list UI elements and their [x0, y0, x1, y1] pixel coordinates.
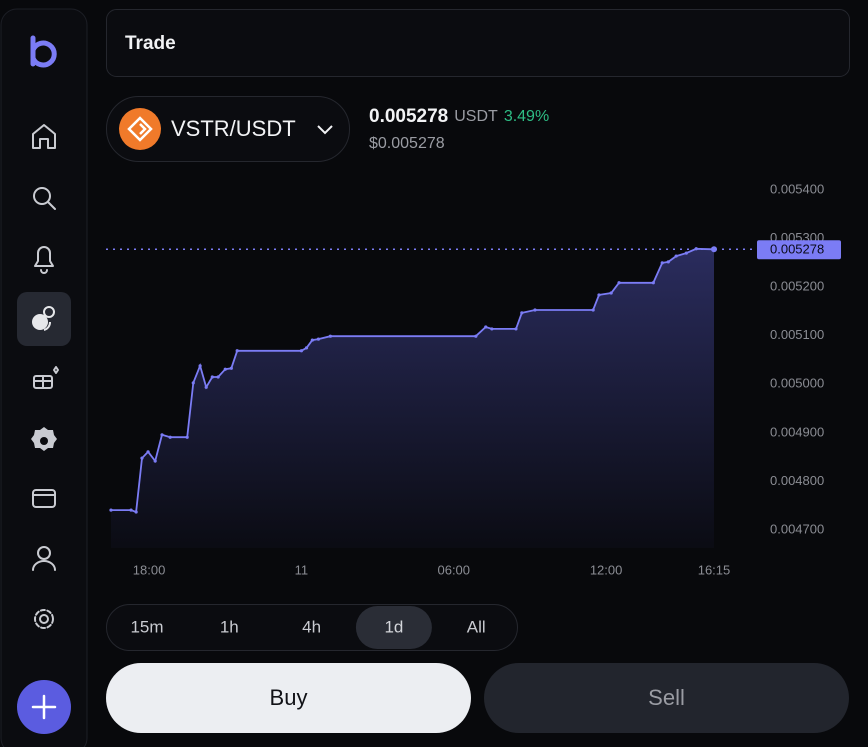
- usd-price: $0.005278: [369, 135, 445, 152]
- timeframe-button[interactable]: 4h: [302, 617, 321, 636]
- timeframe-button[interactable]: 15m: [130, 617, 163, 636]
- x-tick-label: 06:00: [437, 562, 470, 577]
- current-price-tag: [757, 240, 841, 260]
- point: [146, 450, 150, 454]
- buy-button[interactable]: [106, 663, 471, 733]
- point: [129, 508, 133, 512]
- user-icon[interactable]: [32, 546, 56, 571]
- point: [229, 366, 233, 370]
- timeframe-button[interactable]: All: [467, 617, 486, 636]
- point: [299, 349, 304, 353]
- search-icon[interactable]: [33, 187, 56, 210]
- point: [514, 327, 518, 331]
- x-tick-label: 11: [295, 562, 309, 577]
- point: [109, 508, 113, 512]
- swap-icon[interactable]: [32, 306, 55, 331]
- sell-label: Sell: [648, 685, 685, 710]
- point: [204, 385, 208, 389]
- point: [191, 381, 195, 385]
- point: [533, 308, 537, 312]
- point: [490, 327, 494, 331]
- quote: USDT: [454, 108, 498, 125]
- timeframe-button[interactable]: 1d: [384, 617, 403, 636]
- settings-icon[interactable]: [34, 609, 54, 629]
- price-chart: 0.004700 0.004800 0.004900 0.005000 0.005100…: [106, 181, 841, 577]
- token-icon: [119, 108, 161, 150]
- pair-name: VSTR/USDT: [171, 116, 296, 141]
- point: [160, 433, 164, 437]
- point: [235, 349, 239, 353]
- y-tick-label: 0.005400: [770, 181, 824, 196]
- point: [328, 334, 332, 338]
- point: [617, 281, 621, 285]
- add-icon: [31, 694, 57, 720]
- buy-label: Buy: [270, 685, 308, 710]
- point: [168, 435, 172, 439]
- bell-icon[interactable]: [34, 246, 54, 274]
- home-icon[interactable]: [32, 124, 56, 149]
- wallet-icon[interactable]: [32, 489, 56, 508]
- point: [666, 260, 670, 264]
- point: [609, 291, 613, 295]
- page-title: Trade: [125, 33, 176, 54]
- point: [474, 334, 478, 338]
- point: [591, 308, 595, 312]
- price: 0.005278: [369, 106, 448, 127]
- point: [185, 435, 189, 439]
- point: [674, 254, 678, 258]
- x-tick-label: 12:00: [590, 562, 623, 577]
- sell-button[interactable]: [484, 663, 849, 733]
- point: [597, 293, 601, 297]
- point: [651, 281, 655, 285]
- point: [484, 325, 488, 329]
- point: [711, 246, 717, 253]
- timeframe-buttons: 15m 1h 4h 1d All: [130, 606, 486, 649]
- price-line: 0.005278 USDT 3.49%: [369, 106, 549, 127]
- y-tick-label: 0.005200: [770, 279, 824, 294]
- current-price-label: 0.005278: [770, 242, 824, 257]
- token-glyph: [127, 116, 153, 142]
- timeframe-button[interactable]: 1h: [220, 617, 239, 636]
- gift-icon[interactable]: [33, 366, 59, 389]
- y-tick-label: 0.004700: [770, 521, 824, 536]
- chevron: [317, 125, 333, 135]
- point: [304, 346, 309, 350]
- y-tick-label: 0.005000: [770, 376, 824, 391]
- point: [660, 261, 664, 265]
- point: [153, 459, 157, 463]
- point: [140, 456, 144, 460]
- header-box: [106, 9, 850, 77]
- x-tick-label: 18:00: [133, 562, 166, 577]
- point: [316, 337, 321, 341]
- timeframe-active-bg: [355, 606, 432, 649]
- badge-icon[interactable]: [31, 427, 57, 451]
- y-tick-label: 0.004800: [770, 473, 824, 488]
- area: [111, 248, 714, 549]
- point: [684, 251, 688, 255]
- point: [210, 375, 214, 379]
- pair-selector[interactable]: [106, 96, 350, 162]
- y-tick-label: 0.004900: [770, 424, 824, 439]
- point: [310, 338, 314, 342]
- change: 3.49%: [504, 108, 549, 125]
- y-tick-label: 0.005100: [770, 327, 824, 342]
- point: [223, 367, 227, 371]
- point: [198, 364, 202, 368]
- x-tick-label: 16:15: [698, 562, 731, 577]
- point: [134, 510, 138, 514]
- point: [216, 375, 220, 379]
- logo[interactable]: [30, 35, 57, 68]
- point: [520, 311, 524, 315]
